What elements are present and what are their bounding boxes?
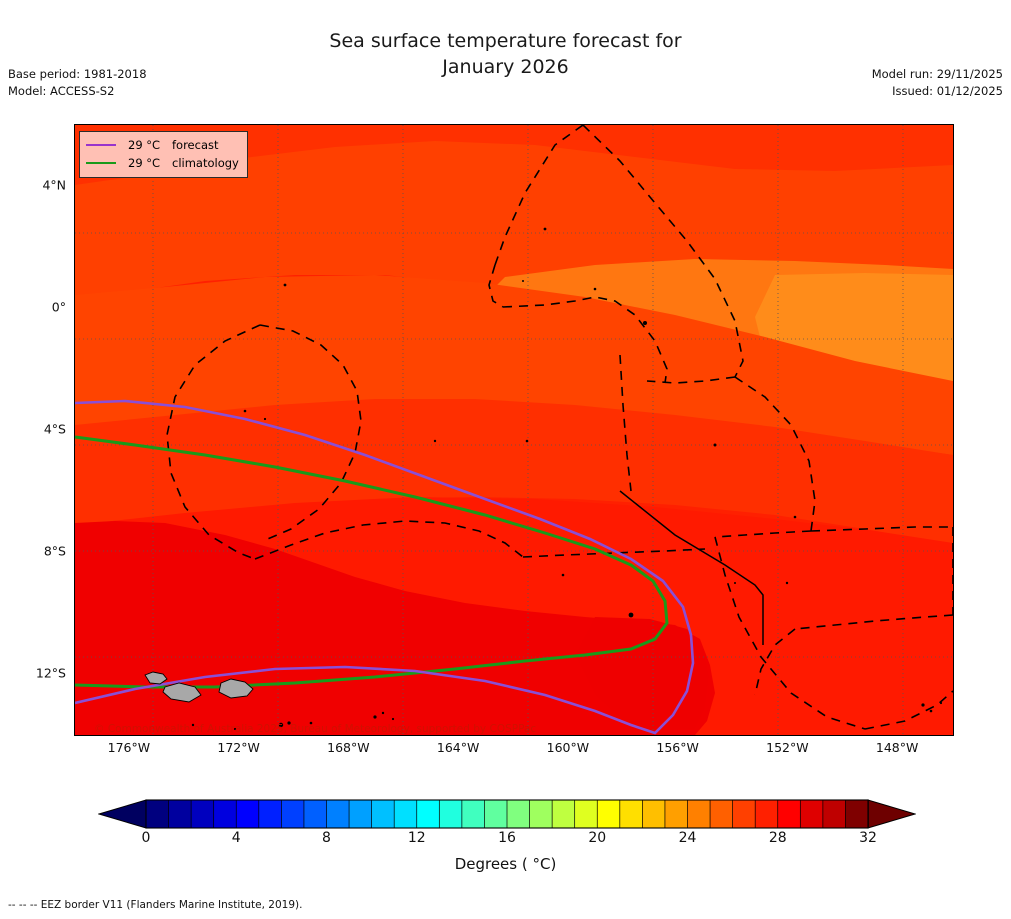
colorbar-tick-label: 32	[859, 830, 877, 846]
region-north-orange	[75, 141, 953, 299]
colorbar-segment	[687, 799, 711, 829]
x-tick-label: 172°W	[217, 740, 260, 755]
map-contour-legend: 29 °C forecast 29 °C climatology	[79, 131, 248, 178]
eez-solid-segment	[619, 490, 764, 645]
climatology-value: 29 °C	[128, 156, 161, 170]
forecast-label: forecast	[172, 138, 219, 152]
colorbar-segment	[777, 799, 802, 829]
colorbar-tick-label: 8	[322, 830, 331, 846]
climatology-29c-contour	[75, 435, 669, 689]
y-tick-label: 12°S	[35, 665, 66, 681]
region-mid-band	[75, 275, 953, 455]
x-tick-label: 148°W	[875, 740, 919, 755]
colorbar-segment	[145, 799, 170, 829]
colorbar-segment	[484, 799, 508, 829]
eez-attribution-footer: -- -- -- EEZ border V11 (Flanders Marine…	[8, 899, 303, 911]
colorbar-segment	[732, 799, 756, 829]
colorbar-tick-label: 4	[231, 830, 241, 846]
forecast-line-swatch	[86, 144, 116, 146]
map-contour-canvas	[75, 125, 953, 735]
small-island-dots	[191, 227, 943, 731]
colorbar-tick-label: 24	[678, 830, 697, 846]
forecast-value: 29 °C	[128, 138, 161, 152]
colorbar-tick-label: 20	[588, 830, 607, 846]
colorbar-segment	[393, 799, 418, 829]
colorbar-segment	[371, 799, 395, 829]
metadata-right: Model run: 29/11/2025 Issued: 01/12/2025	[872, 66, 1003, 100]
colorbar-segment	[619, 799, 644, 829]
copyright-notice: © Commonwealth of Australia 2025, Bureau…	[94, 723, 537, 735]
region-29-5-30	[75, 125, 953, 225]
model-run-text: Model run: 29/11/2025	[871, 67, 1003, 81]
colorbar-gradient	[98, 799, 916, 829]
colorbar-segment	[438, 799, 463, 829]
y-tick-label: 8°S	[43, 543, 66, 559]
climatology-label: climatology	[172, 156, 239, 170]
colorbar-segment	[235, 799, 260, 829]
legend-row-forecast: 29 °C forecast	[86, 136, 239, 154]
colorbar-segment	[799, 799, 824, 829]
forecast-29c-contour	[75, 399, 695, 735]
colorbar-segment	[461, 799, 486, 829]
colorbar-segment	[303, 799, 328, 829]
page-title: Sea surface temperature forecast for Jan…	[0, 28, 1011, 80]
title-line-1: Sea surface temperature forecast for	[329, 30, 682, 52]
colorbar-segment	[506, 799, 531, 829]
colorbar-segment	[416, 799, 441, 829]
legend-label-climatology: 29 °C climatology	[128, 154, 239, 172]
y-tick-label: 4°S	[43, 421, 66, 437]
colorbar-tick-label: 0	[141, 830, 151, 846]
colorbar-segment	[754, 799, 779, 829]
colorbar-segment	[574, 799, 598, 829]
x-tick-label: 176°W	[107, 740, 151, 755]
colorbar-segment	[281, 799, 305, 829]
colorbar	[98, 799, 916, 829]
colorbar-segment	[529, 799, 553, 829]
issued-text: Issued: 01/12/2025	[892, 84, 1003, 98]
x-tick-label: 168°W	[327, 740, 370, 755]
model-text: Model: ACCESS-S2	[8, 84, 115, 98]
colorbar-tick-label: 16	[498, 830, 516, 846]
map-gridlines	[75, 125, 953, 735]
x-tick-label: 164°W	[436, 740, 480, 755]
colorbar-segment	[551, 799, 576, 829]
x-tick-label: 152°W	[766, 740, 809, 755]
base-period-text: Base period: 1981-2018	[8, 67, 147, 81]
region-sub-band	[75, 399, 953, 545]
x-tick-label: 160°W	[546, 740, 590, 755]
colorbar-segment	[664, 799, 689, 829]
legend-row-climatology: 29 °C climatology	[86, 154, 239, 172]
climatology-line-swatch	[86, 162, 116, 164]
colorbar-tick-label: 12	[407, 830, 426, 846]
title-line-2: January 2026	[442, 56, 569, 78]
colorbar-segment	[258, 799, 283, 829]
colorbar-segment	[348, 799, 373, 829]
y-tick-label: 0°	[51, 299, 66, 315]
colorbar-under-arrow	[98, 799, 147, 829]
y-tick-label: 4°N	[42, 177, 66, 193]
colorbar-segment	[326, 799, 350, 829]
colorbar-segment	[642, 799, 666, 829]
x-tick-label: 156°W	[656, 740, 699, 755]
colorbar-segment	[190, 799, 215, 829]
colorbar-outline	[145, 799, 869, 829]
island-landmass-shapes	[144, 671, 254, 703]
colorbar-tick-label: 28	[768, 830, 787, 846]
metadata-left: Base period: 1981-2018 Model: ACCESS-S2	[8, 66, 147, 100]
colorbar-axis-label: Degrees ( °C)	[454, 855, 557, 873]
legend-label-forecast: 29 °C forecast	[128, 136, 219, 154]
colorbar-segment	[596, 799, 621, 829]
colorbar-segment	[168, 799, 192, 829]
colorbar-segment	[213, 799, 237, 829]
colorbar-segment	[845, 799, 869, 829]
colorbar-over-arrow	[867, 799, 916, 829]
colorbar-segment	[822, 799, 847, 829]
eez-border-lines	[166, 125, 953, 730]
colorbar-segment	[709, 799, 734, 829]
sst-forecast-map	[74, 124, 954, 736]
region-deep-core	[575, 617, 709, 731]
